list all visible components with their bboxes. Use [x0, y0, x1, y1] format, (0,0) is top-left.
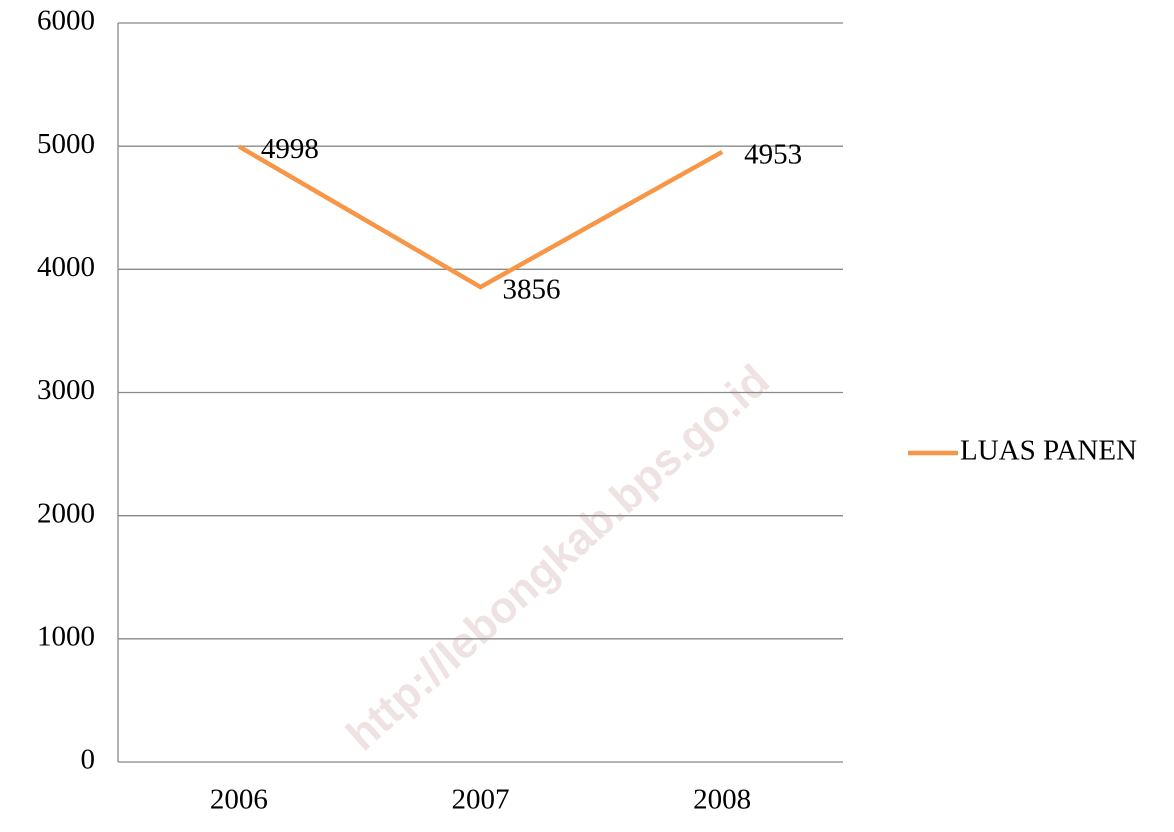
watermark: http://lebongkab.bps.go.id: [337, 356, 778, 760]
data-label: 3856: [503, 274, 561, 306]
x-tick-label: 2007: [452, 784, 510, 816]
y-tick-label: 2000: [37, 497, 95, 529]
y-tick-label: 3000: [37, 374, 95, 406]
y-tick-label: 0: [81, 744, 96, 776]
x-tick-label: 2006: [210, 784, 268, 816]
data-label: 4953: [744, 139, 802, 171]
series-line: [237, 144, 724, 290]
y-tick-label: 4000: [37, 251, 95, 283]
y-tick-label: 5000: [37, 128, 95, 160]
y-tick-label: 1000: [37, 620, 95, 652]
y-tick-label: 6000: [37, 5, 95, 37]
x-tick-label: 2008: [693, 784, 751, 816]
legend-label: LUAS PANEN: [960, 435, 1137, 467]
data-label: 4998: [261, 133, 319, 165]
